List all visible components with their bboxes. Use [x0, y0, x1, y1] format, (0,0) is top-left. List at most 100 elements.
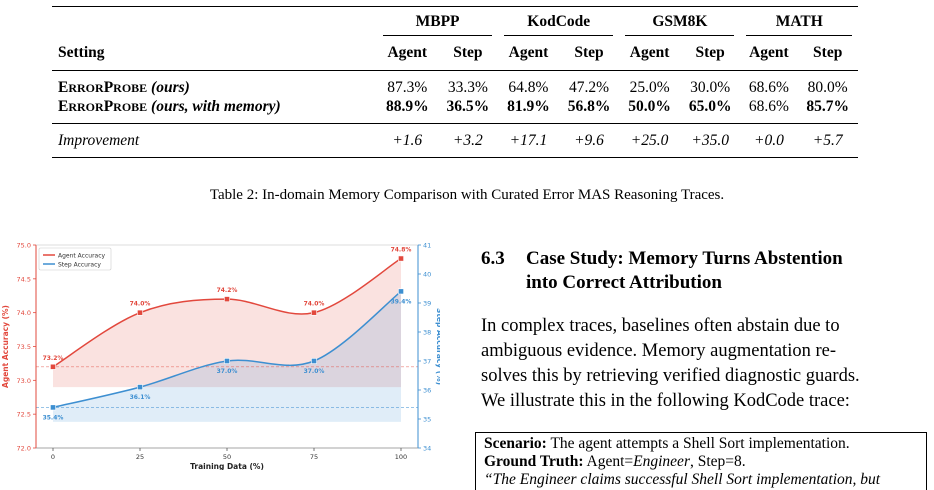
- improvement-row: Improvement +1.6 +3.2 +17.1 +9.6 +25.0 +…: [52, 123, 858, 158]
- step-accuracy-label: 39.4%: [391, 298, 412, 305]
- ground-truth-text: Agent=: [583, 453, 634, 470]
- step-accuracy-label: 36.1%: [130, 394, 151, 401]
- table-cell: 81.9%: [498, 96, 559, 124]
- table-cell: 80.0%: [807, 79, 848, 96]
- setting-name: ERRORPROBE (ours): [58, 79, 190, 96]
- sub-header: Agent: [498, 38, 559, 71]
- scenario-text: The agent attempts a Shell Sort implemen…: [546, 435, 850, 452]
- left-tick-label: 74.5: [17, 275, 31, 283]
- legend-step-label: Step Accuracy: [58, 261, 101, 268]
- improvement-label: Improvement: [52, 123, 377, 158]
- right-tick-label: 36: [423, 387, 431, 395]
- agent-accuracy-point: [311, 309, 317, 316]
- ground-truth-step: , Step=8.: [689, 453, 746, 470]
- agent-accuracy-label: 74.0%: [304, 301, 325, 308]
- agent-accuracy-label: 73.2%: [43, 355, 64, 362]
- sub-header: Agent: [376, 38, 438, 71]
- table-cell: 47.2%: [568, 79, 610, 96]
- x-tick-label: 75: [310, 453, 318, 461]
- x-tick-label: 0: [51, 453, 55, 461]
- right-tick-label: 40: [423, 271, 431, 279]
- ground-truth-agent: Engineer: [633, 453, 690, 470]
- agent-accuracy-label: 74.8%: [391, 247, 412, 254]
- table-cell: 88.9%: [376, 96, 438, 124]
- sub-header: Step: [797, 38, 858, 71]
- case-study-box: Scenario: The agent attempts a Shell Sor…: [475, 432, 927, 490]
- sub-header: Agent: [740, 38, 798, 71]
- setting-name: ERRORPROBE (ours, with memory): [52, 96, 377, 124]
- quote-line: “The Engineer claims successful Shell So…: [484, 471, 926, 489]
- results-table: MBPP KodCode GSM8K MATH Setting Agent St…: [52, 6, 858, 158]
- scenario-label: Scenario:: [484, 435, 547, 452]
- step-accuracy-point: [50, 404, 56, 411]
- step-accuracy-point: [398, 288, 404, 295]
- blank-header: [52, 7, 377, 39]
- table-cell: +9.6: [558, 123, 620, 158]
- right-tick-label: 35: [423, 416, 431, 424]
- paragraph-line: solves this by retrieving verified diagn…: [481, 366, 860, 386]
- paragraph-line: ambiguous evidence. Memory augmentation …: [481, 341, 836, 361]
- group-header-math: MATH: [746, 14, 852, 36]
- left-axis-label: Agent Accuracy (%): [1, 305, 10, 388]
- sub-header: Step: [558, 38, 620, 71]
- right-tick-label: 34: [423, 445, 431, 453]
- quote-text: “The Engineer claims successful Shell So…: [484, 471, 881, 488]
- table-cell: 25.0%: [629, 79, 670, 96]
- left-tick-label: 72.0: [17, 445, 31, 453]
- table-caption: Table 2: In-domain Memory Comparison wit…: [209, 187, 725, 203]
- sub-header: Step: [679, 38, 741, 71]
- table-cell: 33.3%: [447, 79, 488, 96]
- table-cell: +1.6: [376, 123, 438, 158]
- section-title-line1: Case Study: Memory Turns Abstention: [526, 248, 843, 269]
- step-accuracy-point: [137, 384, 143, 390]
- table-cell: 30.0%: [690, 79, 731, 96]
- agent-accuracy-point: [50, 363, 56, 370]
- step-accuracy-label: 37.0%: [304, 368, 325, 375]
- section-heading: 6.3 Case Study: Memory Turns Abstention i…: [481, 247, 921, 295]
- section-title-line2: into Correct Attribution: [526, 272, 722, 293]
- paragraph-line: In complex traces, baselines often absta…: [481, 316, 840, 336]
- table-cell: +5.7: [797, 123, 858, 158]
- agent-accuracy-label: 74.0%: [130, 301, 151, 308]
- right-tick-label: 38: [423, 329, 431, 337]
- table-cell: 68.6%: [748, 79, 789, 96]
- group-header-mbpp: MBPP: [382, 14, 493, 36]
- legend-agent-label: Agent Accuracy: [58, 252, 106, 259]
- agent-accuracy-point: [224, 296, 230, 303]
- table-cell: +0.0: [740, 123, 798, 158]
- table-cell: +25.0: [619, 123, 680, 158]
- left-tick-label: 75.0: [17, 242, 31, 250]
- agent-accuracy-area: [53, 258, 401, 388]
- group-header-kodcode: KodCode: [504, 14, 614, 36]
- group-header-gsm8k: GSM8K: [625, 14, 735, 36]
- right-axis-label: Step Accuracy (%): [435, 308, 440, 385]
- step-accuracy-label: 37.0%: [217, 368, 238, 375]
- table-cell: 87.3%: [387, 79, 428, 96]
- right-tick-label: 41: [423, 242, 431, 250]
- step-accuracy-label: 35.4%: [43, 414, 64, 421]
- step-accuracy-point: [224, 358, 230, 364]
- sub-header: Agent: [619, 38, 680, 71]
- right-tick-label: 39: [423, 300, 431, 308]
- left-tick-label: 73.5: [17, 343, 31, 351]
- agent-accuracy-label: 74.2%: [217, 287, 238, 294]
- table-cell: 85.7%: [797, 96, 858, 124]
- ground-truth-line: Ground Truth: Agent=Engineer, Step=8.: [484, 453, 926, 471]
- table-cell: 36.5%: [437, 96, 499, 124]
- agent-accuracy-point: [398, 255, 404, 262]
- agent-accuracy-point: [137, 309, 143, 316]
- ground-truth-label: Ground Truth:: [484, 453, 584, 470]
- table-row: ERRORPROBE (ours) 87.3% 33.3% 64.8% 47.2% 25.…: [52, 71, 858, 97]
- x-axis-label: Training Data (%): [190, 462, 264, 470]
- setting-header: Setting: [52, 38, 377, 71]
- paragraph-line: We illustrate this in the following KodC…: [481, 391, 850, 411]
- legend-box: [38, 247, 112, 271]
- left-tick-label: 72.5: [17, 411, 31, 419]
- left-tick-label: 74.0: [17, 309, 31, 317]
- step-accuracy-point: [311, 358, 317, 364]
- left-tick-label: 73.0: [17, 377, 31, 385]
- table-cell: +17.1: [498, 123, 559, 158]
- table-cell: 68.6%: [740, 96, 798, 124]
- x-tick-label: 25: [136, 453, 144, 461]
- right-tick-label: 37: [423, 358, 431, 366]
